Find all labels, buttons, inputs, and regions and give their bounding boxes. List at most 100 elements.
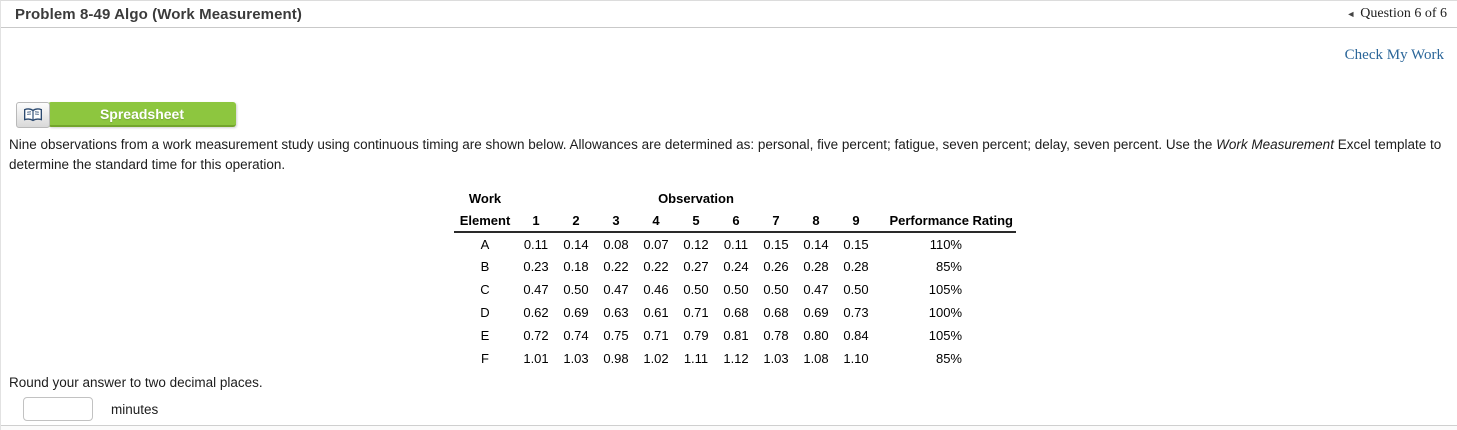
cell-element: C (480, 282, 490, 297)
cell-obs-8: 1.08 (803, 351, 829, 366)
col-header-obs-9: 9 (836, 209, 876, 233)
cell-performance-rating: 85% (935, 259, 962, 274)
cell-performance-rating: 105% (928, 328, 962, 343)
cell-obs-7: 0.50 (763, 282, 789, 297)
observation-table-body: A 0.11 0.14 0.08 0.07 0.12 0.11 0.15 0.14 0.15 110… (454, 232, 1016, 370)
question-navigation[interactable]: ◄ Question 6 of 6 (1346, 6, 1447, 22)
observation-table-header: Work Observation Element 1 2 3 4 5 6 7 8 9 Perform… (454, 187, 1016, 233)
open-book-icon-button[interactable] (16, 101, 50, 128)
cell-obs-3: 0.75 (603, 328, 629, 343)
table-row-C: C 0.47 0.50 0.47 0.46 0.50 0.50 0.50 0.47 0.50 105… (454, 278, 1016, 301)
unit-label: minutes (111, 401, 159, 417)
cell-obs-1: 0.11 (523, 236, 549, 252)
cell-obs-9: 0.84 (843, 328, 869, 343)
cell-obs-4: 0.46 (643, 282, 669, 297)
cell-element: A (480, 236, 490, 252)
cell-obs-6: 0.11 (723, 236, 749, 252)
cell-obs-7: 1.03 (763, 351, 789, 366)
col-header-obs-8: 8 (796, 209, 836, 233)
col-header-performance-rating: Performance Rating (876, 209, 1016, 233)
cell-obs-6: 0.81 (723, 328, 749, 343)
cell-obs-1: 0.62 (523, 305, 549, 320)
check-my-work-link[interactable]: Check My Work (1344, 47, 1444, 63)
cell-performance-rating: 105% (928, 282, 962, 297)
cell-obs-2: 0.50 (563, 282, 589, 297)
spreadsheet-button[interactable]: Spreadsheet (48, 102, 236, 127)
cell-obs-2: 0.14 (563, 236, 589, 252)
cell-obs-1: 0.72 (523, 328, 549, 343)
cell-obs-9: 0.73 (843, 305, 869, 320)
cell-obs-8: 0.28 (803, 259, 829, 274)
previous-question-arrow-icon[interactable]: ◄ (1346, 8, 1356, 19)
cell-obs-7: 0.78 (763, 328, 789, 343)
table-row-B: B 0.23 0.18 0.22 0.22 0.27 0.24 0.26 0.28 0.28 85% (454, 255, 1016, 278)
table-row-A: A 0.11 0.14 0.08 0.07 0.12 0.11 0.15 0.14 0.15 110… (454, 232, 1016, 255)
table-row-E: E 0.72 0.74 0.75 0.71 0.79 0.81 0.78 0.80 0.84 105… (454, 324, 1016, 347)
bottom-divider (1, 425, 1457, 430)
cell-obs-3: 0.98 (603, 351, 629, 366)
cell-obs-9: 0.15 (843, 236, 869, 252)
page-title: Problem 8-49 Algo (Work Measurement) (15, 5, 302, 23)
cell-obs-8: 0.69 (803, 305, 829, 320)
title-bar: Problem 8-49 Algo (Work Measurement) ◄ Q… (1, 1, 1457, 28)
cell-obs-6: 0.50 (723, 282, 749, 297)
cell-obs-3: 0.47 (603, 282, 629, 297)
group-header-observation: Observation (658, 190, 734, 206)
cell-obs-4: 0.22 (643, 259, 669, 274)
check-my-work-row: Check My Work (1, 28, 1457, 64)
table-row-D: D 0.62 0.69 0.63 0.61 0.71 0.68 0.68 0.69 0.73 100… (454, 301, 1016, 324)
spreadsheet-toolbar: Spreadsheet (16, 101, 1457, 128)
problem-text-part1: Nine observations from a work measuremen… (9, 137, 1217, 152)
cell-performance-rating: 85% (935, 351, 962, 366)
question-counter: Question 6 of 6 (1360, 6, 1447, 21)
cell-element: F (481, 351, 489, 366)
cell-obs-5: 0.50 (683, 282, 709, 297)
cell-obs-2: 0.18 (563, 259, 589, 274)
group-header-spacer (876, 187, 1016, 209)
cell-obs-5: 0.79 (683, 328, 709, 343)
cell-obs-4: 1.02 (643, 351, 669, 366)
observation-table: Work Observation Element 1 2 3 4 5 6 7 8 9 Perform… (454, 187, 1016, 370)
cell-obs-7: 0.68 (763, 305, 789, 320)
cell-obs-5: 0.71 (683, 305, 709, 320)
col-header-obs-5: 5 (676, 209, 716, 233)
col-header-obs-2: 2 (556, 209, 596, 233)
cell-obs-8: 0.80 (803, 328, 829, 343)
col-header-obs-1: 1 (516, 209, 556, 233)
cell-obs-2: 1.03 (563, 351, 589, 366)
cell-obs-5: 0.12 (683, 236, 709, 252)
cell-obs-3: 0.22 (603, 259, 629, 274)
cell-obs-4: 0.61 (643, 305, 669, 320)
cell-obs-1: 0.23 (523, 259, 549, 274)
cell-obs-9: 1.10 (843, 351, 869, 366)
col-header-obs-6: 6 (716, 209, 756, 233)
cell-element: D (480, 305, 490, 320)
table-column-header-row: Element 1 2 3 4 5 6 7 8 9 Performance Rating (454, 209, 1016, 233)
rounding-instruction: Round your answer to two decimal places. (9, 375, 263, 390)
cell-element: B (480, 259, 490, 274)
cell-performance-rating: 100% (928, 305, 962, 320)
col-header-obs-3: 3 (596, 209, 636, 233)
col-header-obs-7: 7 (756, 209, 796, 233)
cell-obs-4: 0.07 (643, 236, 669, 252)
cell-obs-8: 0.14 (803, 236, 829, 252)
cell-obs-3: 0.08 (603, 236, 629, 252)
cell-obs-6: 0.68 (723, 305, 749, 320)
cell-obs-9: 0.28 (843, 259, 869, 274)
problem-text-part2: Excel template to determine the standard… (9, 137, 1442, 172)
cell-obs-9: 0.50 (843, 282, 869, 297)
table-group-header-row: Work Observation (454, 187, 1016, 209)
cell-obs-5: 1.11 (683, 351, 709, 366)
cell-obs-5: 0.27 (683, 259, 709, 274)
group-header-work: Work (468, 190, 502, 206)
cell-obs-8: 0.47 (803, 282, 829, 297)
cell-obs-2: 0.74 (563, 328, 589, 343)
cell-obs-4: 0.71 (643, 328, 669, 343)
answer-row: minutes (23, 397, 1457, 421)
col-header-obs-4: 4 (636, 209, 676, 233)
cell-obs-6: 0.24 (723, 259, 749, 274)
answer-input[interactable] (23, 397, 93, 421)
cell-element: E (480, 328, 490, 343)
cell-obs-3: 0.63 (603, 305, 629, 320)
